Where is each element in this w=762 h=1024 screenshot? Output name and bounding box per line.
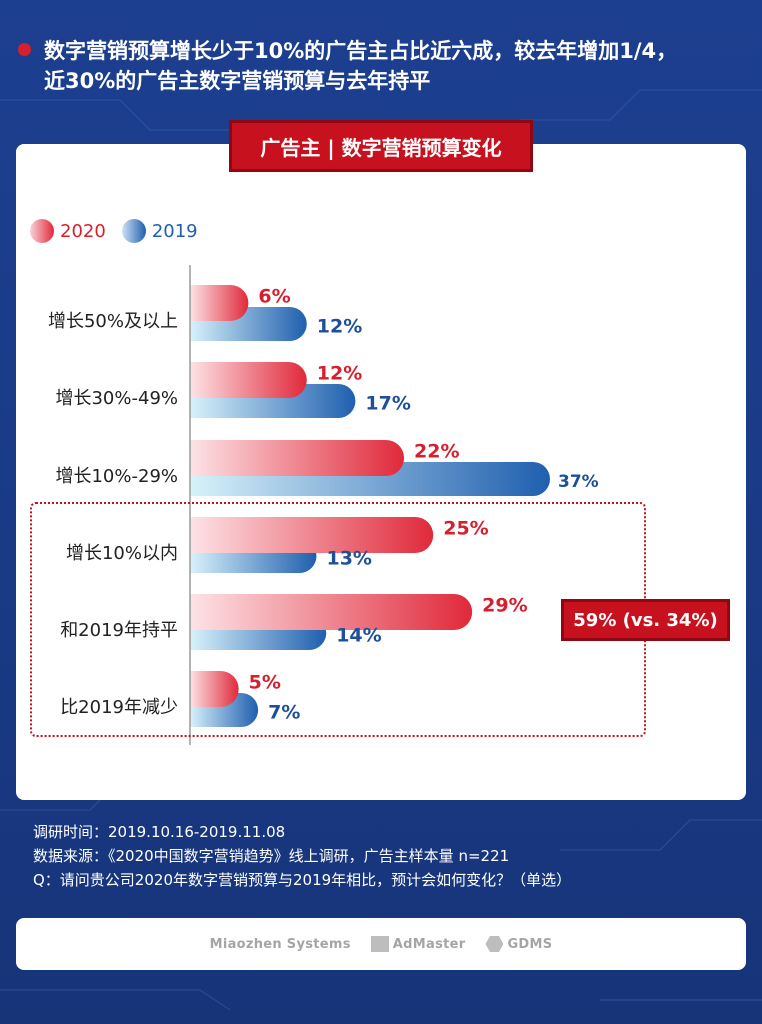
gdms-hex-icon — [485, 936, 504, 952]
value-label-2020-4: 29% — [482, 595, 527, 617]
value-label-2019-1: 17% — [365, 393, 410, 415]
legend-swatch-2020 — [30, 219, 54, 243]
value-label-2019-2: 37% — [558, 472, 599, 492]
miaozhen-logo: Miaozhen Systems — [209, 936, 351, 952]
bar-2020-0 — [190, 285, 249, 321]
legend-label-2020: 2020 — [60, 220, 106, 242]
chart-title: 广告主 | 数字营销预算变化 — [260, 135, 502, 160]
legend-swatch-2019 — [121, 219, 146, 243]
admaster-mark-icon — [370, 936, 389, 952]
value-label-2020-3: 25% — [443, 518, 488, 540]
data-source: 数据来源：《2020中国数字营销趋势》线上调研，广告主样本量 n=221 — [33, 847, 510, 865]
bar-2020-4 — [190, 594, 473, 630]
category-label-5: 比2019年减少 — [60, 697, 178, 718]
bar-2020-3 — [190, 517, 434, 553]
category-label-4: 和2019年持平 — [60, 620, 178, 641]
value-label-2020-2: 22% — [414, 441, 459, 463]
value-label-2020-5: 5% — [249, 672, 281, 694]
value-label-2019-0: 12% — [317, 316, 362, 338]
survey-question: Q：请问贵公司2020年数字营销预算与2019年相比，预计会如何变化？（单选） — [33, 871, 572, 889]
value-label-2019-5: 7% — [268, 702, 300, 724]
callout-annotation: 59% (vs. 34%) — [561, 599, 730, 641]
category-label-2: 增长10%-29% — [55, 466, 178, 487]
logo-bar: Miaozhen Systems AdMaster GDMS — [16, 918, 746, 970]
survey-notes: 调研时间：2019.10.16-2019.11.08 数据来源：《2020中国数… — [33, 820, 571, 892]
bar-2020-2 — [190, 440, 405, 476]
category-label-0: 增长50%及以上 — [48, 311, 178, 332]
admaster-logo: AdMaster — [370, 936, 466, 952]
headline-line-2: 近30%的广告主数字营销预算与去年持平 — [44, 69, 431, 93]
headline: 数字营销预算增长少于10%的广告主占比近六成，较去年增加1/4， 近30%的广告… — [44, 36, 744, 96]
category-label-1: 增长30%-49% — [55, 388, 178, 409]
value-label-2019-4: 14% — [336, 625, 381, 647]
value-label-2019-3: 13% — [326, 548, 371, 570]
value-label-2020-1: 12% — [317, 363, 362, 385]
headline-line-1: 数字营销预算增长少于10%的广告主占比近六成，较去年增加1/4， — [44, 39, 678, 63]
highlight-box — [30, 502, 646, 737]
value-label-2020-0: 6% — [258, 286, 290, 308]
survey-period: 调研时间：2019.10.16-2019.11.08 — [33, 823, 286, 841]
bullet-dot-icon — [18, 43, 31, 56]
bar-2020-1 — [190, 362, 307, 398]
category-label-3: 增长10%以内 — [66, 543, 178, 564]
chart-title-badge: 广告主 | 数字营销预算变化 — [229, 120, 533, 172]
gdms-logo: GDMS — [485, 936, 552, 952]
bar-2020-5 — [190, 671, 239, 707]
legend: 2020 2019 — [30, 218, 214, 244]
legend-label-2019: 2019 — [151, 220, 198, 242]
